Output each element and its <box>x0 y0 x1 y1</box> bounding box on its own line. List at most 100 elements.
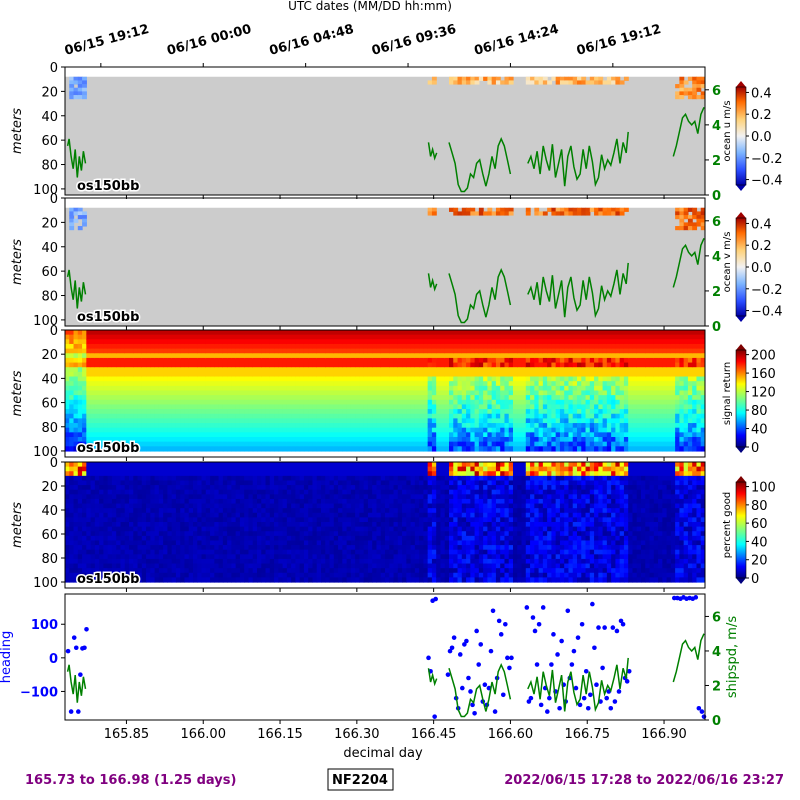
signal-cell <box>359 409 365 415</box>
signal-cell <box>521 432 527 438</box>
signal-cell <box>355 399 360 406</box>
signal-cell <box>402 436 407 443</box>
velocity-cell <box>692 76 698 81</box>
signal-cell <box>355 362 360 368</box>
signal-cell <box>265 409 271 415</box>
signal-cell <box>478 381 484 387</box>
percent-good-cell <box>73 568 79 574</box>
percent-good-cell <box>90 494 96 500</box>
percent-good-cell <box>107 568 113 574</box>
signal-cell <box>303 390 309 396</box>
percent-good-cell <box>90 508 96 514</box>
percent-good-cell <box>158 489 164 495</box>
signal-cell <box>542 432 548 438</box>
signal-cell <box>534 427 540 433</box>
percent-good-cell <box>99 531 104 537</box>
signal-cell <box>453 330 459 336</box>
velocity-cell <box>606 211 612 216</box>
signal-cell <box>474 367 480 373</box>
signal-cell <box>120 399 126 406</box>
signal-cell <box>214 404 220 410</box>
signal-cell <box>423 371 429 378</box>
percent-good-cell <box>120 540 126 546</box>
signal-cell <box>321 339 326 345</box>
signal-cell <box>649 376 655 382</box>
signal-cell <box>521 404 527 410</box>
signal-cell <box>103 381 109 387</box>
signal-cell <box>495 446 501 452</box>
signal-cell <box>321 423 326 429</box>
percent-good-cell <box>141 522 147 528</box>
signal-cell <box>363 436 369 443</box>
percent-good-cell <box>124 563 130 569</box>
signal-cell <box>457 423 463 429</box>
signal-cell <box>222 427 228 433</box>
signal-cell <box>594 390 599 396</box>
signal-cell <box>521 399 527 406</box>
percent-good-cell <box>107 558 113 565</box>
signal-cell <box>286 404 292 410</box>
percent-good-cell <box>150 549 156 555</box>
signal-cell <box>227 343 232 350</box>
velocity-cell <box>508 80 514 85</box>
signal-cell <box>248 390 254 396</box>
signal-cell <box>444 436 450 443</box>
signal-cell <box>419 441 424 447</box>
signal-cell <box>598 362 604 368</box>
percent-good-cell <box>82 577 87 583</box>
signal-cell <box>692 367 698 373</box>
signal-cell <box>636 409 642 415</box>
signal-cell <box>427 343 433 350</box>
signal-cell <box>350 432 356 438</box>
velocity-cell <box>466 211 471 216</box>
shipspeed-tick-label: 6 <box>712 215 721 230</box>
signal-cell <box>329 353 335 359</box>
signal-cell <box>444 334 450 340</box>
signal-cell <box>658 427 663 433</box>
percent-good-cell <box>137 485 143 491</box>
signal-cell <box>116 330 122 336</box>
shipspeed-tick-label: 4 <box>712 119 721 134</box>
signal-cell <box>261 399 267 406</box>
signal-cell <box>239 413 245 419</box>
signal-cell <box>457 427 463 433</box>
velocity-cell <box>598 76 604 81</box>
signal-cell <box>559 339 565 345</box>
signal-cell <box>65 409 70 415</box>
signal-cell <box>589 330 595 336</box>
percent-good-cell <box>141 577 147 583</box>
colorbar-gradient <box>735 349 747 448</box>
velocity-cell <box>487 76 493 81</box>
signal-cell <box>495 371 501 378</box>
signal-cell <box>227 367 232 373</box>
signal-cell <box>581 357 587 364</box>
signal-cell <box>299 436 305 443</box>
signal-cell <box>696 385 702 392</box>
velocity-cell <box>427 80 433 85</box>
signal-cell <box>342 357 348 364</box>
signal-cell <box>188 441 194 447</box>
signal-cell <box>683 357 689 364</box>
signal-cell <box>423 409 429 415</box>
signal-cell <box>146 339 151 345</box>
signal-cell <box>154 385 160 392</box>
signal-cell <box>94 334 100 340</box>
signal-cell <box>423 432 429 438</box>
signal-cell <box>491 381 497 387</box>
percent-good-cell <box>69 494 75 500</box>
signal-cell <box>406 390 412 396</box>
signal-cell <box>291 395 296 401</box>
signal-cell <box>581 343 587 350</box>
signal-cell <box>500 357 506 364</box>
percent-good-cell <box>120 475 126 482</box>
signal-cell <box>175 348 181 354</box>
signal-cell <box>444 339 450 345</box>
percent-good-cell <box>124 549 130 555</box>
signal-cell <box>146 436 151 443</box>
signal-cell <box>312 441 318 447</box>
signal-cell <box>235 330 241 336</box>
signal-cell <box>99 432 104 438</box>
percent-good-cell <box>86 558 92 565</box>
signal-cell <box>107 436 113 443</box>
signal-cell <box>274 334 279 340</box>
